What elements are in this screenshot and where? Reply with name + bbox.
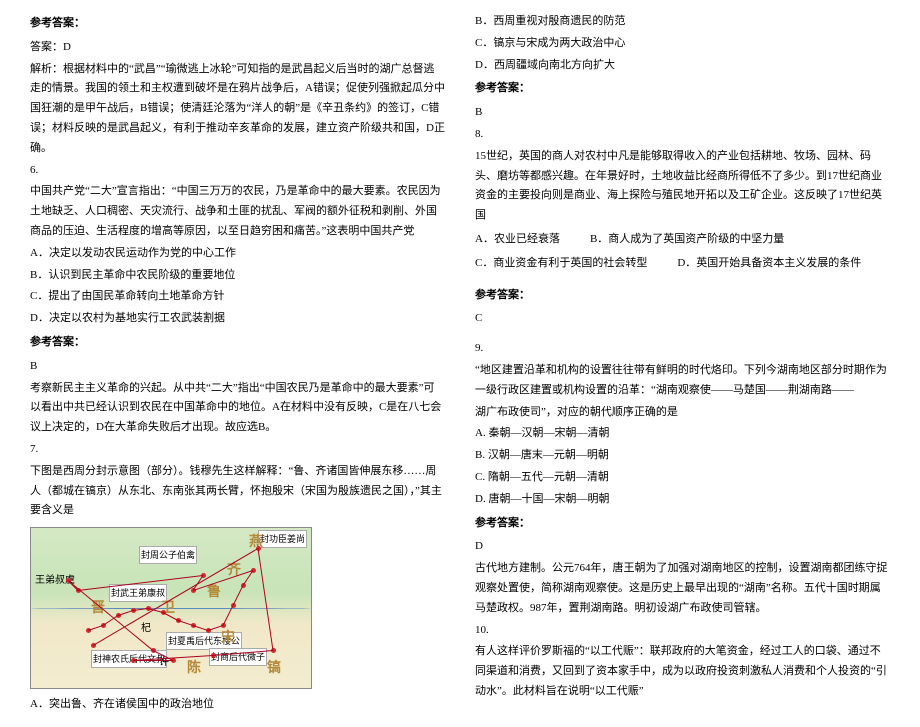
answer-b-r: B <box>475 103 890 123</box>
q6-option-d: D．决定以农村为基地实行工农武装割据 <box>30 309 445 329</box>
q9-option-c: C. 隋朝—五代—元朝—清朝 <box>475 468 890 488</box>
map-road <box>88 625 103 631</box>
map-label: 杞 <box>141 620 151 638</box>
q9-text2: 湖广布政使司”，对应的朝代顺序正确的是 <box>475 403 890 423</box>
q9-option-d: D. 唐朝—十国—宋朝—明朝 <box>475 490 890 510</box>
q6-option-a: A．决定以发动农民运动作为党的中心工作 <box>30 244 445 264</box>
map-road <box>233 585 244 605</box>
map-label: 陈 <box>187 656 201 681</box>
answer-c-r: C <box>475 309 890 329</box>
q8-number: 8. <box>475 125 890 145</box>
map-label: 宋 <box>221 626 235 651</box>
explanation-1: 解析：根据材料中的“武昌”“瑜微逃上冰轮”可知指的是武昌起义后当时的湖广总督逃走… <box>30 60 445 159</box>
q10-text: 有人这样评价罗斯福的“以工代赈”：联邦政府的大笔资金，经过工人的口袋、通过不同渠… <box>475 642 890 701</box>
map-box-label: 封武王弟康叔 <box>109 584 167 602</box>
explanation-r: 古代地方建制。公元764年，唐王朝为了加强对湖南地区的控制，设置湖南都团练守捉观… <box>475 559 890 618</box>
answer-heading-2: 参考答案： <box>30 333 445 353</box>
answer-b: B <box>30 357 445 377</box>
q9-text: “地区建置沿革和机构的设置往往带有鲜明的时代烙印。下列今湖南地区部分时期作为一级… <box>475 361 890 401</box>
map-figure: 封功臣姜尚封周公子伯禽封武王弟康叔封夏禹后代东楼公封神农氏后代文叔封商后代微子王… <box>30 527 312 689</box>
map-road <box>258 549 274 651</box>
q8-option-b: B．商人成为了英国资产阶级的中坚力量 <box>590 230 784 250</box>
left-column: 参考答案： 答案：D 解析：根据材料中的“武昌”“瑜微逃上冰轮”可知指的是武昌起… <box>30 10 445 717</box>
q8-text: 15世纪，英国的商人对农村中凡是能够取得收入的产业包括耕地、牧场、园林、码头、磨… <box>475 147 890 226</box>
explanation-2: 考察新民主主义革命的兴起。从中共“二大”指出“中国农民乃是革命中的最大要素”可以… <box>30 379 445 438</box>
answer-d-r: D <box>475 537 890 557</box>
right-column: B．西周重视对殷商遗民的防范 C．镐京与宋成为两大政治中心 D．西周疆域向南北方… <box>475 10 890 717</box>
answer-heading: 参考答案： <box>30 14 445 34</box>
q7-text: 下图是西周分封示意图（部分）。钱穆先生这样解释：“鲁、齐诸国皆伸展东移……周人（… <box>30 462 445 521</box>
q9-option-b: B. 汉朝—唐末—元朝—明朝 <box>475 446 890 466</box>
q6-text: 中国共产党“二大”宣言指出：“中国三万万的农民，乃是革命中的最大要素。农民因为土… <box>30 182 445 241</box>
map-box-label: 封周公子伯禽 <box>139 546 197 564</box>
map-road <box>118 610 133 616</box>
map-label: 镐 <box>267 656 281 681</box>
q8-option-d: D．英国开始具备资本主义发展的条件 <box>677 254 861 274</box>
map-title-box: 封功臣姜尚 <box>258 530 307 548</box>
q7-option-a: A．突出鲁、齐在诸侯国中的政治地位 <box>30 695 445 715</box>
q7-number: 7. <box>30 440 445 460</box>
q9-option-a: A. 秦朝—汉朝—宋朝—清朝 <box>475 424 890 444</box>
q6-number: 6. <box>30 161 445 181</box>
answer-d: 答案：D <box>30 38 445 58</box>
q9-number: 9. <box>475 339 890 359</box>
answer-heading-r2: 参考答案： <box>475 286 890 306</box>
q8-option-a: A．农业已经衰落 <box>475 230 560 250</box>
q6-option-c: C．提出了由国民革命转向土地革命方针 <box>30 287 445 307</box>
q7-option-d: D．西周疆域向南北方向扩大 <box>475 56 890 76</box>
q7-option-c: C．镐京与宋成为两大政治中心 <box>475 34 890 54</box>
answer-heading-r1: 参考答案： <box>475 79 890 99</box>
q6-option-b: B．认识到民主革命中农民阶级的重要地位 <box>30 266 445 286</box>
answer-heading-r3: 参考答案： <box>475 514 890 534</box>
q8-option-c: C．商业资金有利于英国的社会转型 <box>475 254 647 274</box>
q7-option-b: B．西周重视对殷商遗民的防范 <box>475 12 890 32</box>
q10-number: 10. <box>475 621 890 641</box>
